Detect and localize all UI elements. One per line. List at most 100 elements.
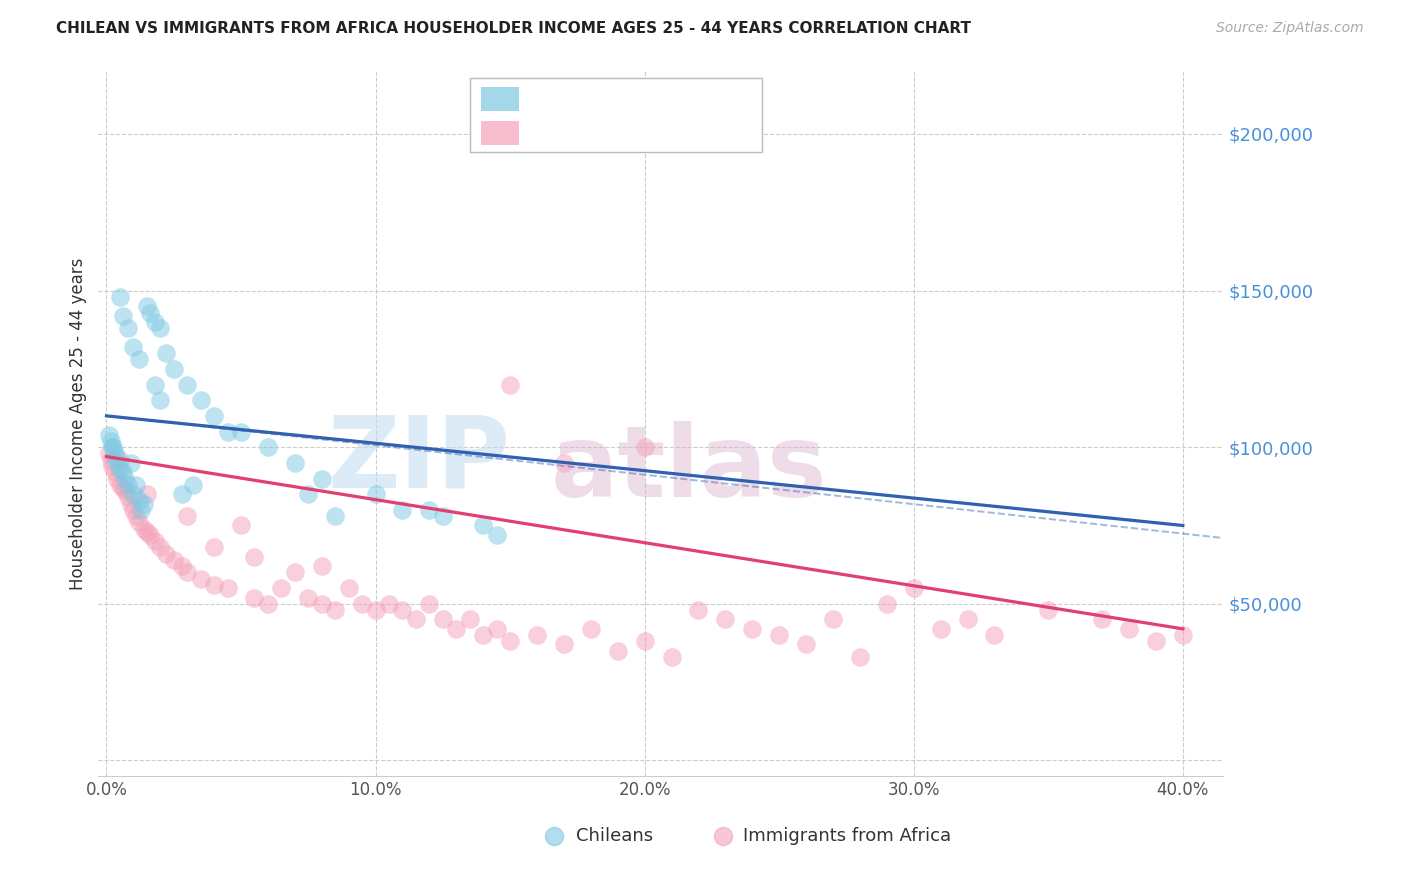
Point xyxy=(135,487,157,501)
Point xyxy=(131,503,153,517)
Point xyxy=(553,638,575,652)
Point xyxy=(104,450,127,464)
Point xyxy=(217,581,239,595)
Point xyxy=(111,309,134,323)
Point xyxy=(128,516,150,530)
Point xyxy=(284,456,307,470)
Point xyxy=(108,290,131,304)
Point xyxy=(418,503,440,517)
Point xyxy=(98,427,121,442)
Point xyxy=(138,528,160,542)
Point xyxy=(1118,622,1140,636)
Point xyxy=(458,612,481,626)
Text: Source: ZipAtlas.com: Source: ZipAtlas.com xyxy=(1216,21,1364,35)
Point xyxy=(125,509,148,524)
Point xyxy=(135,299,157,313)
Point xyxy=(155,346,177,360)
Text: atlas: atlas xyxy=(551,421,827,517)
Point xyxy=(1091,612,1114,626)
Point xyxy=(391,603,413,617)
Point xyxy=(217,425,239,439)
Point xyxy=(768,628,790,642)
Text: Immigrants from Africa: Immigrants from Africa xyxy=(742,827,950,845)
Point xyxy=(176,509,198,524)
Point xyxy=(352,597,374,611)
Point xyxy=(606,644,628,658)
Point xyxy=(103,446,125,460)
Point xyxy=(143,315,166,329)
Point xyxy=(485,622,508,636)
Point xyxy=(122,487,145,501)
Point xyxy=(391,503,413,517)
Point xyxy=(202,541,225,555)
Point xyxy=(472,628,495,642)
Point xyxy=(1144,634,1167,648)
Text: Chileans: Chileans xyxy=(576,827,654,845)
Point xyxy=(956,612,979,626)
Point xyxy=(794,638,817,652)
Point xyxy=(849,650,872,665)
Point xyxy=(485,528,508,542)
Point xyxy=(929,622,952,636)
Point xyxy=(405,612,427,626)
Text: CHILEAN VS IMMIGRANTS FROM AFRICA HOUSEHOLDER INCOME AGES 25 - 44 YEARS CORRELAT: CHILEAN VS IMMIGRANTS FROM AFRICA HOUSEH… xyxy=(56,21,972,36)
Point xyxy=(128,493,150,508)
Point xyxy=(120,497,142,511)
Point xyxy=(181,477,204,491)
Point xyxy=(170,559,193,574)
Point xyxy=(202,578,225,592)
Point xyxy=(311,471,333,485)
Point xyxy=(100,452,122,467)
Point xyxy=(117,477,139,491)
Point xyxy=(257,597,280,611)
Point xyxy=(100,434,122,448)
Point xyxy=(243,549,266,564)
Point xyxy=(190,393,212,408)
Point xyxy=(149,321,172,335)
Point xyxy=(125,477,148,491)
Point xyxy=(117,321,139,335)
Point xyxy=(661,650,683,665)
Point xyxy=(117,491,139,505)
Point xyxy=(634,440,657,454)
Point xyxy=(134,522,156,536)
Point xyxy=(229,518,252,533)
Point xyxy=(418,597,440,611)
Point xyxy=(114,471,136,485)
Point xyxy=(128,352,150,367)
Point xyxy=(163,553,186,567)
Point xyxy=(688,603,710,617)
Point xyxy=(983,628,1005,642)
Point xyxy=(311,559,333,574)
Point xyxy=(323,603,346,617)
Point xyxy=(472,518,495,533)
Point xyxy=(337,581,360,595)
Point xyxy=(499,377,522,392)
Point xyxy=(634,634,657,648)
Point xyxy=(176,566,198,580)
Point xyxy=(284,566,307,580)
Point xyxy=(1171,628,1194,642)
Point xyxy=(903,581,925,595)
Point xyxy=(364,487,387,501)
Point xyxy=(138,305,160,319)
Point xyxy=(202,409,225,423)
Point xyxy=(876,597,898,611)
Point xyxy=(122,503,145,517)
Point xyxy=(1038,603,1060,617)
Point xyxy=(163,362,186,376)
Point xyxy=(149,393,172,408)
Point xyxy=(176,377,198,392)
Point xyxy=(101,440,124,454)
Point xyxy=(111,465,134,479)
Point xyxy=(103,440,125,454)
Point xyxy=(149,541,172,555)
Point xyxy=(243,591,266,605)
Point xyxy=(103,465,125,479)
Point xyxy=(378,597,401,611)
Point xyxy=(122,340,145,354)
Point xyxy=(105,471,128,485)
Point xyxy=(98,446,121,460)
Point xyxy=(432,612,454,626)
Point xyxy=(579,622,602,636)
